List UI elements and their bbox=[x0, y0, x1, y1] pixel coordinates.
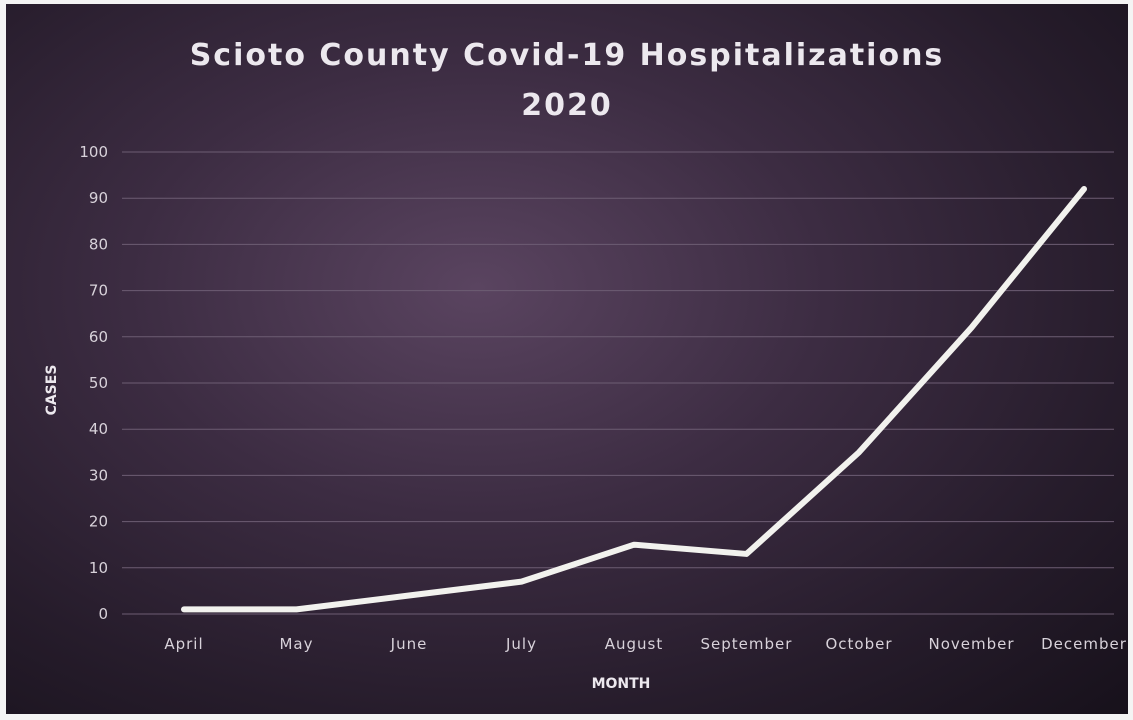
x-axis-ticks: April May June July August September October No… bbox=[164, 635, 1127, 653]
y-tick-label-100: 100 bbox=[79, 143, 108, 161]
x-tick-label-august: August bbox=[605, 635, 664, 653]
y-tick-label-40: 40 bbox=[89, 420, 108, 438]
x-tick-label-july: July bbox=[505, 635, 537, 653]
x-tick-label-april: April bbox=[164, 635, 203, 653]
x-tick-label-october: October bbox=[825, 635, 892, 653]
series-layer bbox=[181, 185, 1087, 613]
x-tick-label-december: December bbox=[1041, 635, 1127, 653]
x-tick-label-november: November bbox=[928, 635, 1014, 653]
y-tick-label-70: 70 bbox=[89, 282, 108, 300]
y-tick-label-80: 80 bbox=[89, 235, 108, 253]
y-axis-title: CASES bbox=[44, 365, 60, 416]
x-tick-label-september: September bbox=[701, 635, 793, 653]
gridlines bbox=[122, 151, 1114, 615]
x-axis-title: MONTH bbox=[592, 676, 651, 692]
x-tick-label-may: May bbox=[279, 635, 313, 653]
y-tick-label-0: 0 bbox=[98, 605, 108, 623]
y-axis-ticks: 0 10 20 30 40 50 60 70 80 90 100 bbox=[79, 143, 108, 623]
x-tick-label-june: June bbox=[390, 635, 428, 653]
chart-subtitle: 2020 bbox=[521, 88, 613, 123]
chart-title: Scioto County Covid-19 Hospitalizations bbox=[189, 38, 945, 73]
chart-frame: Scioto County Covid-19 Hospitalizations … bbox=[6, 4, 1128, 714]
series-line-0 bbox=[181, 185, 1087, 613]
y-tick-label-60: 60 bbox=[89, 328, 108, 346]
y-tick-label-90: 90 bbox=[89, 189, 108, 207]
y-tick-label-20: 20 bbox=[89, 513, 108, 531]
y-tick-label-50: 50 bbox=[89, 374, 108, 392]
y-tick-label-10: 10 bbox=[89, 559, 108, 577]
y-tick-label-30: 30 bbox=[89, 466, 108, 484]
